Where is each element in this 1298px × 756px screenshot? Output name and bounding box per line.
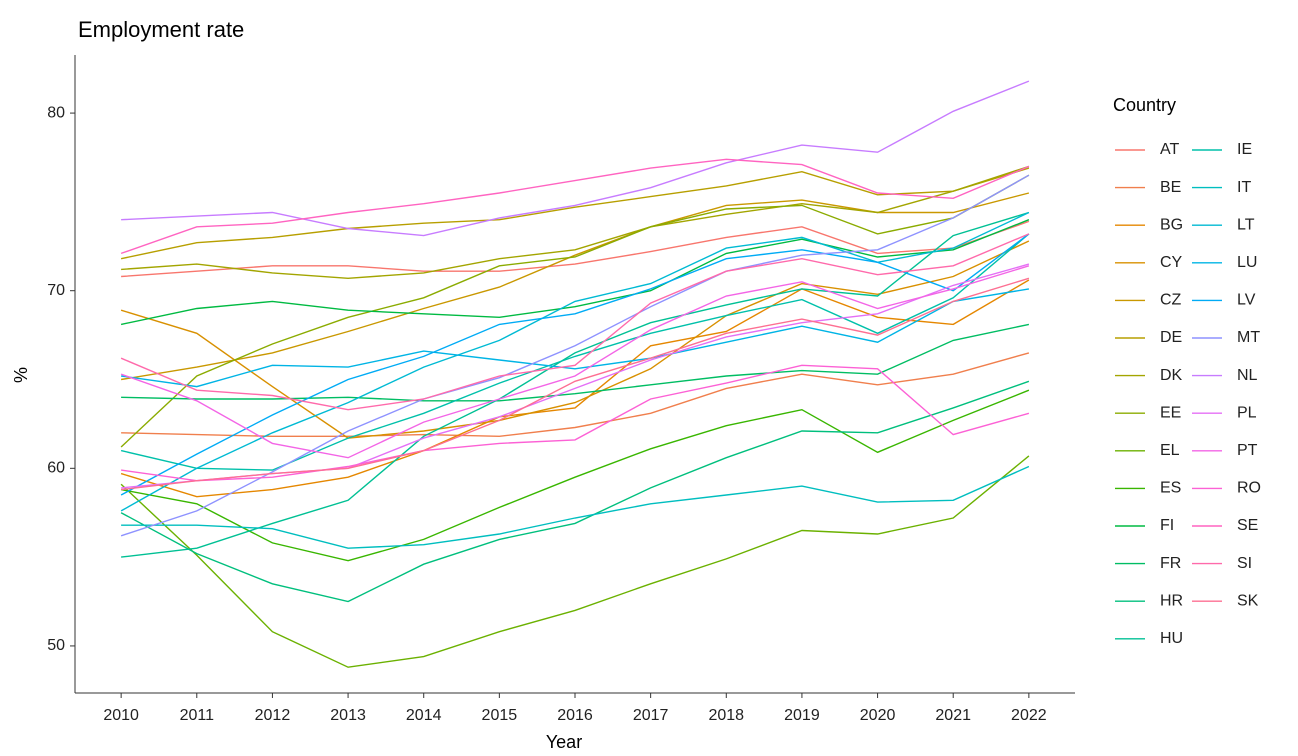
- legend-label: RO: [1237, 480, 1261, 497]
- legend-label: NL: [1237, 367, 1258, 384]
- x-tick-label: 2011: [180, 707, 215, 724]
- legend-label: SE: [1237, 517, 1258, 534]
- legend-label: LV: [1237, 292, 1256, 309]
- series-line: [120, 265, 1030, 459]
- x-tick-label: 2021: [935, 707, 971, 724]
- x-tick-label: 2022: [1011, 707, 1047, 724]
- y-axis-title: %: [11, 367, 31, 383]
- series-line: [120, 455, 1030, 668]
- legend-label: EL: [1160, 442, 1180, 459]
- legend-label: DE: [1160, 329, 1182, 346]
- legend-label: CZ: [1160, 292, 1182, 309]
- x-tick-label: 2013: [330, 707, 366, 724]
- legend-label: SI: [1237, 555, 1252, 572]
- series-line: [121, 465, 1030, 549]
- series-line: [120, 174, 1030, 537]
- legend-label: IT: [1237, 179, 1251, 196]
- y-tick-label: 60: [47, 460, 65, 477]
- x-tick-label: 2018: [708, 707, 744, 724]
- x-tick-label: 2016: [557, 707, 593, 724]
- series-line: [121, 352, 1030, 438]
- series-line: [121, 211, 1030, 558]
- legend-label: DK: [1160, 367, 1183, 384]
- y-tick-label: 80: [47, 104, 65, 121]
- legend-label: PT: [1237, 442, 1258, 459]
- legend-label: HU: [1160, 630, 1183, 647]
- legend-label: FR: [1160, 555, 1181, 572]
- legend-label: LT: [1237, 216, 1255, 233]
- series-line: [120, 192, 1030, 381]
- series-line: [120, 219, 1030, 326]
- series-line: [120, 233, 1030, 496]
- series-line: [120, 240, 1030, 439]
- x-axis-title: Year: [546, 732, 582, 752]
- legend-label: HR: [1160, 592, 1183, 609]
- series-line: [121, 165, 1030, 280]
- x-tick-label: 2017: [633, 707, 669, 724]
- series-line: [120, 389, 1030, 562]
- x-tick-label: 2020: [860, 707, 896, 724]
- series-line: [120, 279, 1030, 498]
- legend-label: BG: [1160, 216, 1183, 233]
- legend-label: SK: [1237, 592, 1259, 609]
- x-tick-label: 2014: [406, 707, 442, 724]
- legend-label: IE: [1237, 141, 1252, 158]
- legend-label: ES: [1160, 480, 1181, 497]
- x-tick-label: 2010: [103, 707, 139, 724]
- y-tick-label: 50: [47, 637, 65, 654]
- series-line: [120, 233, 1030, 471]
- x-tick-label: 2015: [482, 707, 518, 724]
- series-line: [120, 233, 1030, 411]
- x-tick-label: 2019: [784, 707, 820, 724]
- legend-title: Country: [1113, 95, 1176, 115]
- series-line: [120, 158, 1030, 255]
- legend-label: EE: [1160, 404, 1181, 421]
- chart-title: Employment rate: [78, 17, 244, 42]
- legend-label: AT: [1160, 141, 1179, 158]
- series-line: [120, 167, 1030, 260]
- series-line: [121, 277, 1030, 491]
- legend-label: FI: [1160, 517, 1174, 534]
- series-line: [121, 323, 1030, 402]
- series-line: [121, 288, 1030, 388]
- series-line: [121, 220, 1030, 278]
- legend-label: PL: [1237, 404, 1257, 421]
- x-tick-label: 2012: [255, 707, 291, 724]
- series-line: [120, 174, 1030, 448]
- legend-label: MT: [1237, 329, 1260, 346]
- series-line: [121, 80, 1030, 237]
- legend-label: BE: [1160, 179, 1181, 196]
- y-tick-label: 70: [47, 282, 65, 299]
- legend-label: LU: [1237, 254, 1257, 271]
- series-line: [120, 380, 1030, 603]
- series-line: [121, 364, 1030, 482]
- legend-label: CY: [1160, 254, 1183, 271]
